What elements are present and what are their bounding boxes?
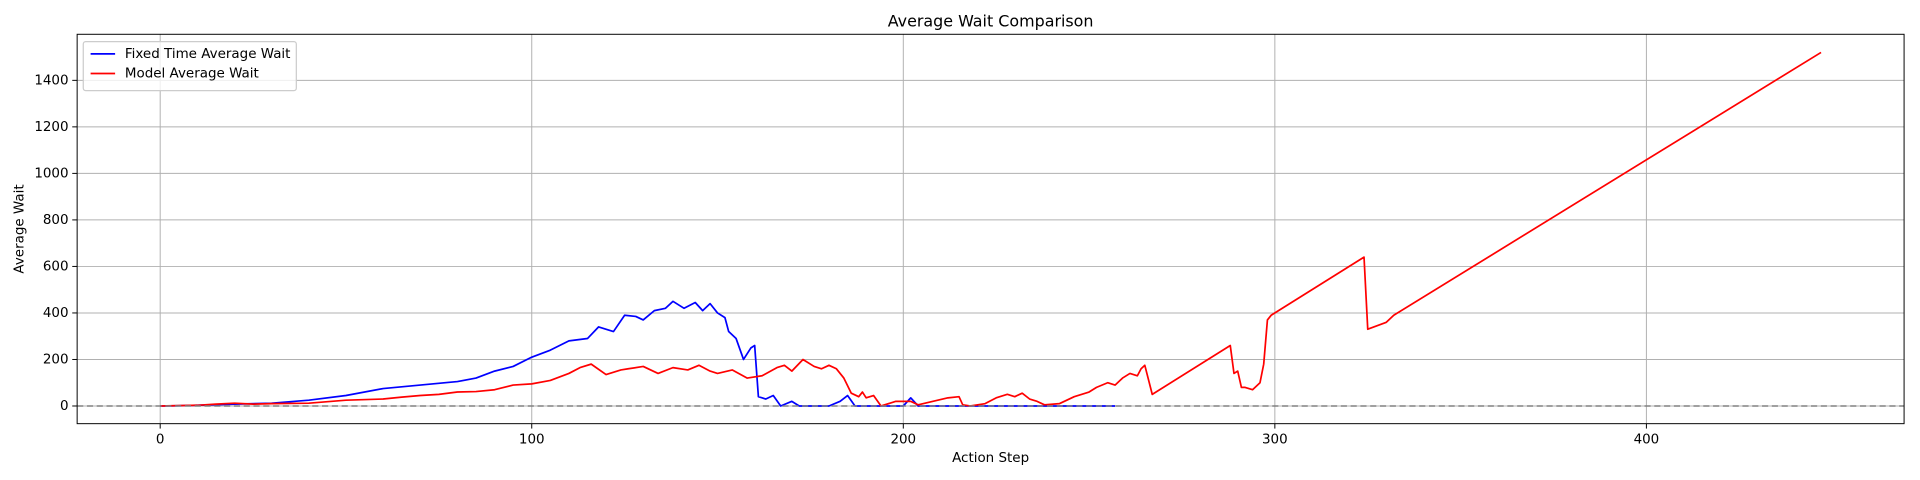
x-tick-label: 300: [1262, 433, 1288, 448]
y-tick-label: 0: [60, 399, 69, 414]
chart-title: Average Wait Comparison: [888, 12, 1094, 31]
legend-label: Fixed Time Average Wait: [125, 47, 291, 62]
x-tick-label: 200: [890, 433, 916, 448]
x-tick-label: 100: [519, 433, 545, 448]
y-tick-label: 1000: [34, 166, 68, 181]
y-tick-label: 1400: [34, 73, 68, 88]
x-axis-label: Action Step: [952, 451, 1029, 466]
y-tick-label: 1200: [34, 120, 68, 135]
plot-frame: [76, 33, 1905, 425]
y-tick-label: 400: [43, 306, 69, 321]
legend-label: Model Average Wait: [125, 66, 259, 81]
y-tick-label: 200: [43, 352, 69, 367]
legend: Fixed Time Average Wait Model Average Wai…: [82, 41, 297, 92]
data-line: [160, 51, 1822, 407]
y-axis-label: Average Wait: [13, 184, 28, 273]
data-line: [160, 300, 1116, 407]
legend-box: [82, 41, 297, 92]
y-tick-label: 800: [43, 213, 69, 228]
x-tick-label: 400: [1634, 433, 1660, 448]
x-tick-label: 0: [156, 433, 165, 448]
y-tick-label: 600: [43, 259, 69, 274]
